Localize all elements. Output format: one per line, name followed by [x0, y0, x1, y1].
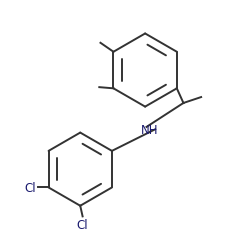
Text: NH: NH [141, 123, 159, 136]
Text: Cl: Cl [25, 181, 36, 194]
Text: Cl: Cl [77, 218, 88, 231]
